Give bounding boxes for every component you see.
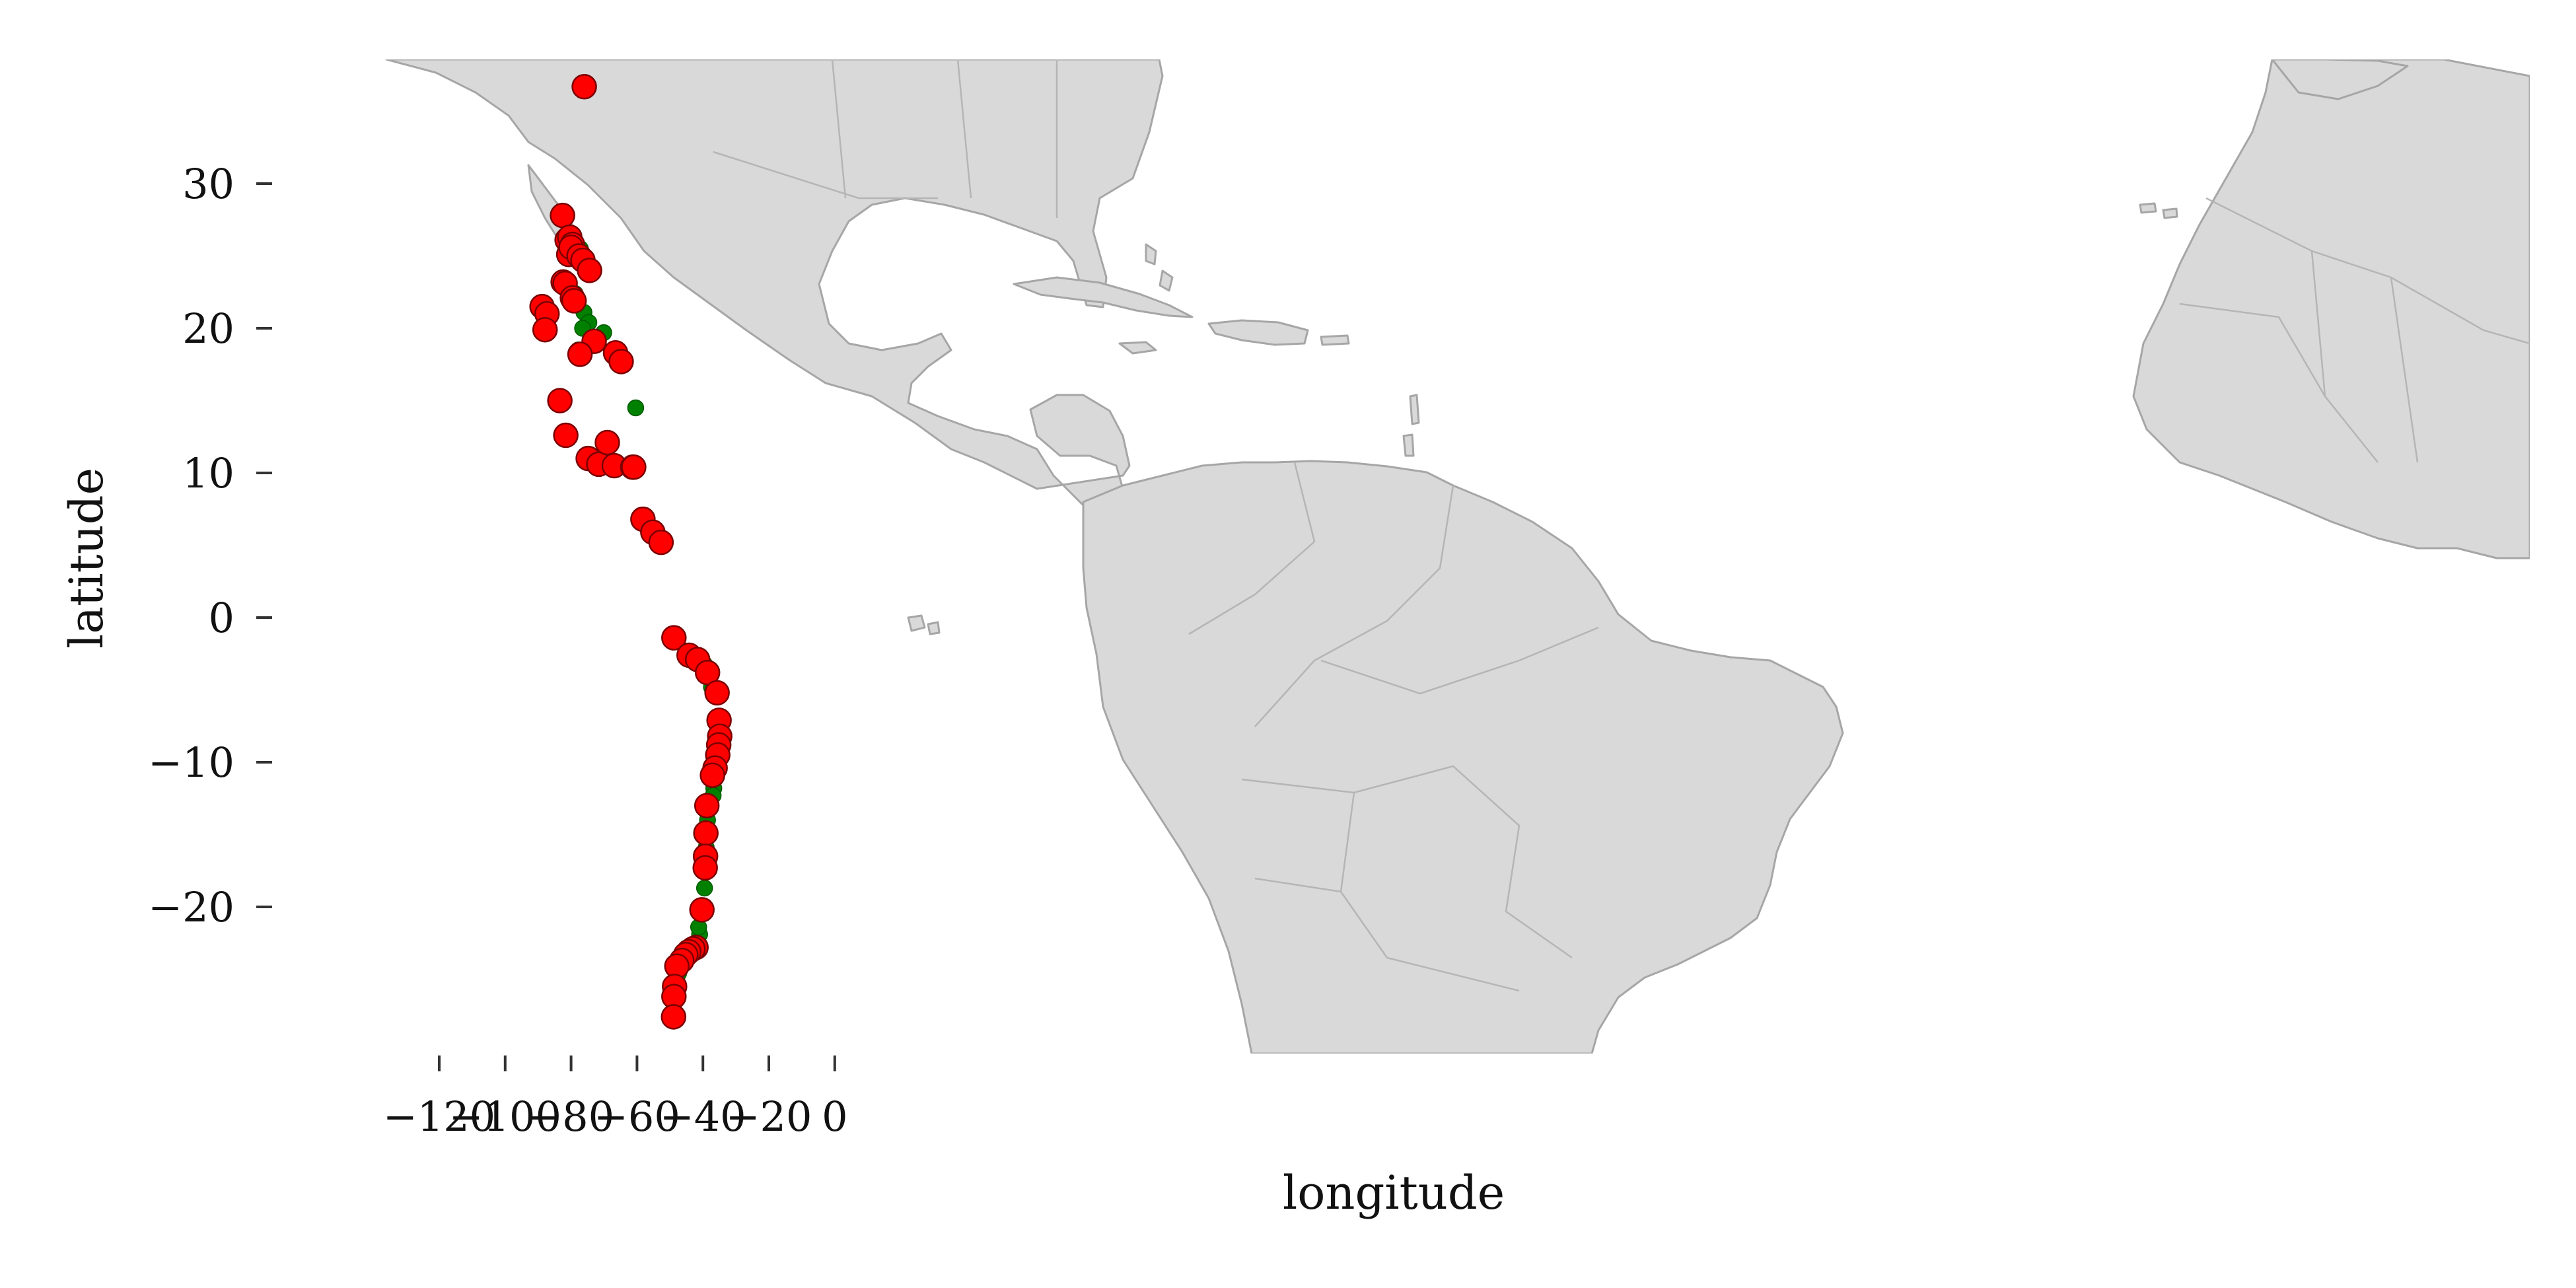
- y-axis: 30 20 10 0 −10 −20: [148, 160, 272, 931]
- border-line: [1188, 462, 1599, 727]
- x-tick-label: −60: [594, 1092, 680, 1141]
- red-point: [699, 762, 725, 788]
- x-tick-label: −120: [383, 1092, 495, 1141]
- red-point: [689, 897, 715, 923]
- red-point: [553, 422, 579, 448]
- red-point: [547, 388, 573, 413]
- canary-islands: [2139, 202, 2178, 219]
- red-point: [693, 820, 719, 846]
- green-point: [627, 399, 645, 417]
- red-point: [550, 202, 575, 229]
- red-point: [648, 529, 674, 555]
- red-point: [692, 855, 718, 881]
- border-line: [2179, 197, 2530, 463]
- y-tick-label: 20: [182, 304, 234, 353]
- red-point: [608, 349, 634, 375]
- country-borders: [713, 59, 2530, 992]
- red-point: [594, 429, 620, 456]
- red-point: [704, 680, 730, 706]
- south-america-landmass: [1082, 460, 1844, 1054]
- red-point: [661, 1004, 687, 1030]
- red-point: [661, 625, 687, 651]
- red-point: [571, 74, 597, 100]
- cuba: [1013, 276, 1194, 318]
- red-point: [532, 316, 558, 343]
- x-tick-label: −20: [726, 1092, 812, 1141]
- bahamas: [1145, 243, 1174, 292]
- iberia-landmass: [2271, 59, 2409, 100]
- points-layer: [529, 74, 733, 1030]
- y-tick-label: 10: [182, 449, 234, 497]
- red-point: [567, 341, 593, 367]
- y-tick-label: −10: [148, 738, 234, 787]
- red-point: [577, 258, 602, 283]
- y-tick-label: 0: [209, 594, 234, 642]
- red-point: [621, 454, 647, 480]
- border-line: [1241, 765, 1573, 992]
- x-tick-label: −40: [660, 1092, 746, 1141]
- y-tick-label: −20: [148, 883, 234, 931]
- africa-landmass: [2132, 59, 2530, 559]
- y-axis-label: latitude: [59, 468, 114, 649]
- hispaniola: [1207, 319, 1309, 346]
- x-axis-label: longitude: [1283, 1166, 1505, 1220]
- green-point: [696, 879, 713, 897]
- x-tick-label: −80: [528, 1092, 614, 1141]
- x-tick-label: −100: [449, 1092, 561, 1141]
- galapagos-islands: [907, 614, 941, 635]
- red-point: [561, 288, 587, 314]
- jamaica: [1118, 341, 1157, 355]
- caribbean-islands: [1402, 394, 1420, 457]
- y-tick-label: 30: [182, 160, 234, 208]
- border-line: [713, 59, 1058, 218]
- red-point: [694, 793, 720, 818]
- puerto-rico: [1320, 334, 1350, 346]
- x-axis: −120−100−80−60−40−20 0: [383, 1055, 848, 1141]
- x-tick-label: 0: [822, 1092, 847, 1141]
